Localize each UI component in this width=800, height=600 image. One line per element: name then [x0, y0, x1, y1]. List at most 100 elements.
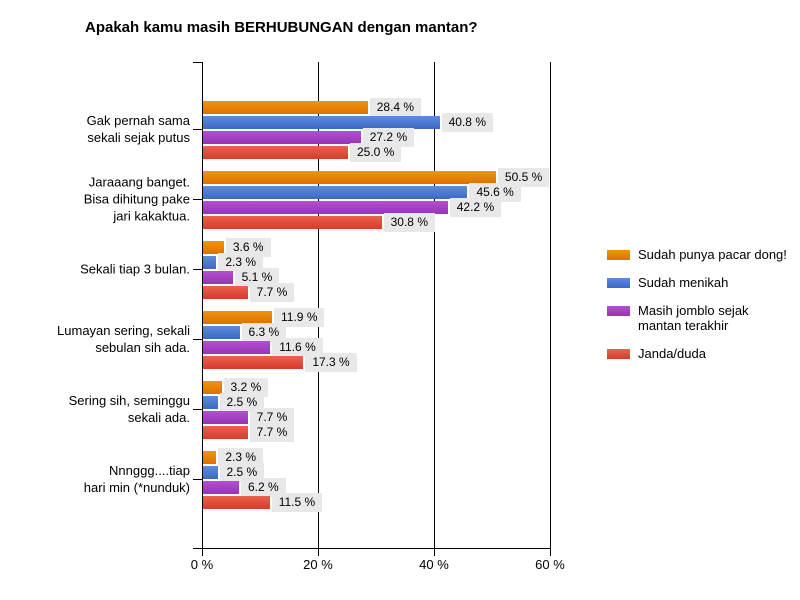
gridline [202, 62, 203, 556]
legend-label: Sudah punya pacar dong! [638, 247, 787, 262]
bar-line: 25.0 % [203, 143, 551, 162]
bar [203, 356, 304, 369]
category-label: Gak pernah sama sekali sejak putus [86, 113, 190, 145]
value-label: 2.3 % [218, 253, 264, 272]
value-label: 2.5 % [219, 463, 265, 482]
bar [203, 326, 240, 339]
value-label: 40.8 % [441, 113, 493, 132]
bar [203, 116, 440, 129]
value-label: 11.6 % [272, 338, 323, 357]
bar [203, 341, 271, 354]
value-label: 50.5 % [497, 168, 550, 187]
bar-line: 11.6 % [203, 338, 551, 357]
category-tick [193, 199, 202, 200]
value-label: 28.4 % [369, 98, 422, 117]
chart-title: Apakah kamu masih BERHUBUNGAN dengan man… [85, 19, 478, 36]
bar-line: 11.5 % [203, 493, 551, 512]
gridline [550, 62, 551, 556]
bar [203, 451, 217, 464]
bar [203, 101, 368, 114]
value-label: 42.2 % [449, 198, 502, 217]
category-tick [193, 409, 202, 410]
bar-line: 40.8 % [203, 113, 551, 132]
value-label: 7.7 % [249, 408, 295, 427]
bar-line: 2.3 % [203, 253, 551, 272]
category-tick [193, 269, 202, 270]
value-label: 45.6 % [469, 183, 521, 202]
bar-line: 42.2 % [203, 198, 551, 217]
bar [203, 286, 248, 299]
bar-line: 7.7 % [203, 423, 551, 442]
category-label: Sering sih, seminggu sekali ada. [68, 393, 190, 425]
legend-item: Sudah punya pacar dong! [607, 247, 797, 262]
legend-item: Masih jomblo sejak mantan terakhir [607, 303, 797, 333]
value-label: 3.6 % [225, 238, 271, 257]
x-tick-label: 0 % [190, 557, 214, 572]
bar-line: 7.7 % [203, 283, 551, 302]
category-tick [193, 129, 202, 130]
x-tick-label: 20 % [303, 557, 333, 572]
bar-line: 2.5 % [203, 463, 551, 482]
legend: Sudah punya pacar dong! Sudah menikah Masi… [607, 247, 797, 374]
legend-label: Janda/duda [638, 346, 706, 361]
x-axis-line [193, 548, 551, 549]
value-label: 6.3 % [241, 323, 287, 342]
category-label: Jaraaang banget. Bisa dihitung pake jari… [83, 174, 190, 224]
bar-group: 11.9 % 6.3 % 11.6 % 17.3 % [203, 308, 551, 372]
value-label: 27.2 % [362, 128, 415, 147]
bar-line: 5.1 % [203, 268, 551, 287]
category-label: Lumayan sering, sekali sebulan sih ada. [57, 323, 190, 355]
bar-line: 2.3 % [203, 448, 551, 467]
legend-item: Sudah menikah [607, 275, 797, 290]
bar-group: 3.6 % 2.3 % 5.1 % 7.7 % [203, 238, 551, 302]
bar [203, 481, 239, 494]
bar [203, 311, 273, 324]
bar-group: 3.2 % 2.5 % 7.7 % 7.7 % [203, 378, 551, 442]
bar [203, 186, 468, 199]
bar-line: 7.7 % [203, 408, 551, 427]
bar [203, 131, 361, 144]
bar-group: 2.3 % 2.5 % 6.2 % 11.5 % [203, 448, 551, 512]
category-label: Nnnggg....tiap hari min (*nunduk) [83, 463, 190, 495]
category-tick [193, 479, 202, 480]
bar [203, 241, 224, 254]
value-label: 7.7 % [249, 283, 295, 302]
value-label: 30.8 % [383, 213, 435, 232]
bar [203, 201, 448, 214]
value-label: 17.3 % [305, 353, 357, 372]
value-label: 2.5 % [219, 393, 265, 412]
category-tick [193, 339, 202, 340]
value-label: 2.3 % [218, 448, 264, 467]
value-label: 7.7 % [249, 423, 295, 442]
legend-label: Sudah menikah [638, 275, 729, 290]
bar-line: 2.5 % [203, 393, 551, 412]
x-tick-label: 40 % [419, 557, 449, 572]
bar [203, 256, 217, 269]
gridline [434, 62, 435, 556]
legend-swatch [607, 306, 630, 316]
bar-line: 50.5 % [203, 168, 551, 187]
bar-line: 6.2 % [203, 478, 551, 497]
bar-group: 50.5 % 45.6 % 42.2 % 30.8 % [203, 168, 551, 232]
bar [203, 466, 218, 479]
value-label: 3.2 % [223, 378, 269, 397]
value-label: 11.9 % [274, 308, 325, 327]
bar-line: 28.4 % [203, 98, 551, 117]
bar-line: 17.3 % [203, 353, 551, 372]
y-axis-top-tick [193, 62, 202, 63]
value-label: 11.5 % [271, 493, 323, 512]
bar [203, 171, 496, 184]
legend-swatch [607, 250, 630, 260]
bar-line: 45.6 % [203, 183, 551, 202]
bar-group: 28.4 % 40.8 % 27.2 % 25.0 % [203, 98, 551, 162]
bar-line: 3.2 % [203, 378, 551, 397]
bar [203, 496, 270, 509]
bar [203, 216, 382, 229]
legend-swatch [607, 349, 630, 359]
bar [203, 381, 222, 394]
legend-item: Janda/duda [607, 346, 797, 361]
bar [203, 426, 248, 439]
x-tick-label: 60 % [535, 557, 565, 572]
bar-line: 3.6 % [203, 238, 551, 257]
category-label: Sekali tiap 3 bulan. [80, 261, 190, 277]
